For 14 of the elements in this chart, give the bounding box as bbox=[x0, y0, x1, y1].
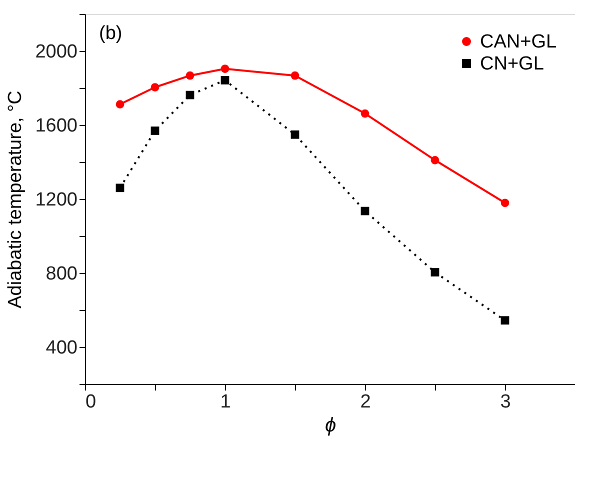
x-tick-label: 1 bbox=[220, 392, 231, 412]
y-axis-title: Adiabatic temperature, °C bbox=[5, 90, 26, 308]
x-axis-title: ϕ bbox=[324, 414, 336, 436]
y-tick-label: 400 bbox=[46, 338, 78, 358]
legend-label: CAN+GL bbox=[480, 32, 557, 52]
y-tick-label: 1600 bbox=[35, 116, 78, 136]
legend-label: CN+GL bbox=[480, 54, 544, 74]
y-tick-label: 800 bbox=[46, 264, 78, 284]
x-tick-label: 0 bbox=[86, 392, 96, 412]
annotation: (b) bbox=[99, 23, 122, 44]
y-tick-label: 1200 bbox=[35, 190, 78, 210]
x-tick-label: 3 bbox=[500, 392, 511, 412]
y-tick-label: 2000 bbox=[35, 42, 78, 62]
x-tick-label: 2 bbox=[360, 392, 371, 412]
